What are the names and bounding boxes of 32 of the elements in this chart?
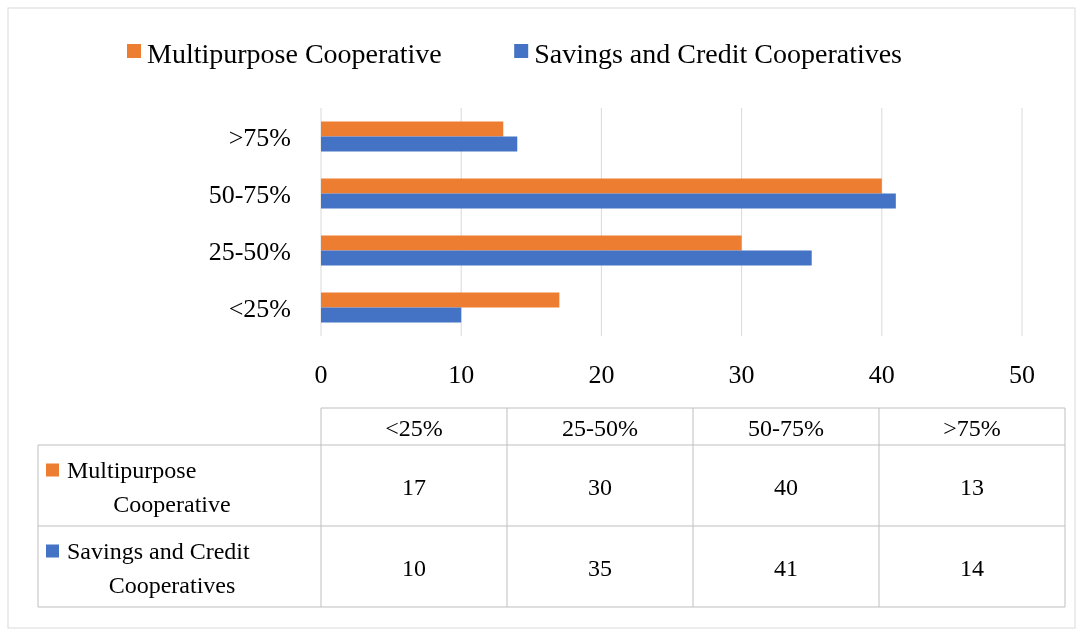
data-label: 35 [588, 554, 612, 581]
y-tick-label: >75% [228, 122, 291, 152]
bar [321, 292, 560, 308]
data-label: 10 [402, 554, 426, 581]
bar [321, 121, 504, 137]
data-label: 40 [774, 473, 798, 500]
bar [321, 307, 462, 323]
data-label: 30 [588, 473, 612, 500]
y-tick-label: 25-50% [208, 236, 291, 266]
x-tick-label: 0 [314, 360, 328, 389]
bar [321, 178, 882, 194]
bar [321, 193, 896, 209]
x-tick-label: >75% [943, 415, 1001, 441]
bar [321, 250, 812, 266]
x-tick-label: 50-75% [748, 415, 824, 441]
x-tick-label: 20 [588, 360, 615, 389]
data-label: 17 [402, 473, 426, 500]
x-tick-label: 25-50% [562, 415, 638, 441]
x-tick-label: 10 [448, 360, 475, 389]
y-tick-label: <25% [228, 293, 291, 323]
x-tick-label: 50 [1009, 360, 1035, 389]
x-tick-label: 30 [728, 360, 755, 389]
bar [321, 235, 742, 251]
legend-label: Multipurpose Cooperative [147, 38, 442, 69]
legend-label: Savings and Credit Cooperatives [534, 38, 903, 69]
bar [321, 136, 518, 152]
x-tick-label: <25% [385, 415, 443, 441]
x-tick-label: 40 [868, 360, 895, 389]
y-tick-label: 50-75% [208, 179, 291, 209]
data-label: 41 [774, 554, 798, 581]
data-label: 13 [960, 473, 984, 500]
data-label: 14 [960, 554, 984, 581]
